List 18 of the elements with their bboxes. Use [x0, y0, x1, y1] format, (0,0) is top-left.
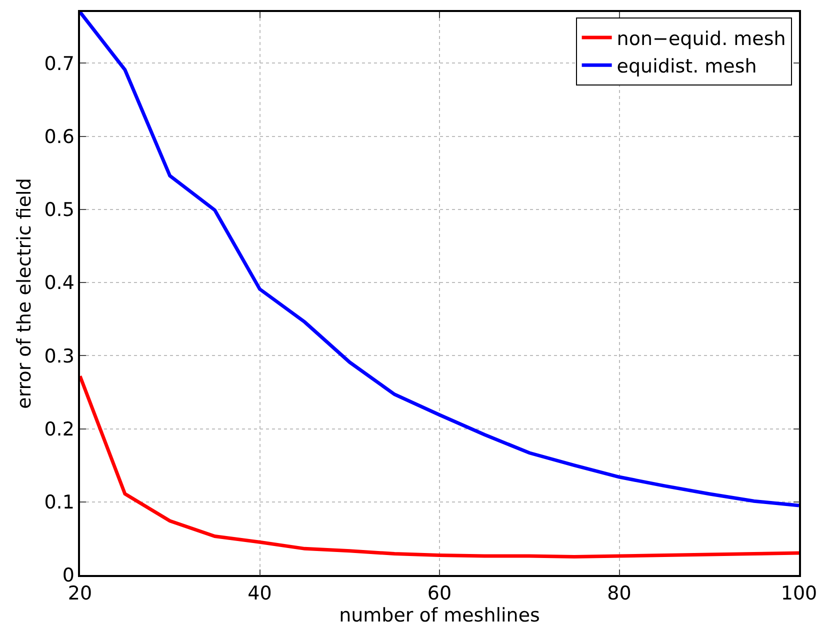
y-tick-label: 0.4 — [44, 272, 74, 294]
x-tick-label: 80 — [607, 582, 632, 605]
y-axis-title: error of the electric field — [14, 178, 36, 409]
x-tick-label: 60 — [427, 582, 452, 605]
y-tick-label: 0.3 — [44, 345, 74, 368]
y-tick-label: 0.1 — [44, 492, 74, 514]
legend-label: equidist. mesh — [616, 56, 757, 78]
y-tick-label: 0.6 — [44, 126, 74, 148]
line-series — [80, 374, 799, 558]
x-tick-label: 100 — [780, 582, 818, 605]
y-tick-label: 0.7 — [44, 52, 74, 75]
line-series — [80, 12, 799, 508]
x-axis-title: number of meshlines — [339, 604, 540, 627]
y-tick-label: 0.2 — [44, 418, 74, 440]
x-tick-label: 20 — [68, 582, 92, 605]
y-tick-label: 0.5 — [44, 199, 74, 222]
legend-label: non−equid. mesh — [616, 28, 786, 50]
x-tick-label: 40 — [248, 582, 272, 605]
